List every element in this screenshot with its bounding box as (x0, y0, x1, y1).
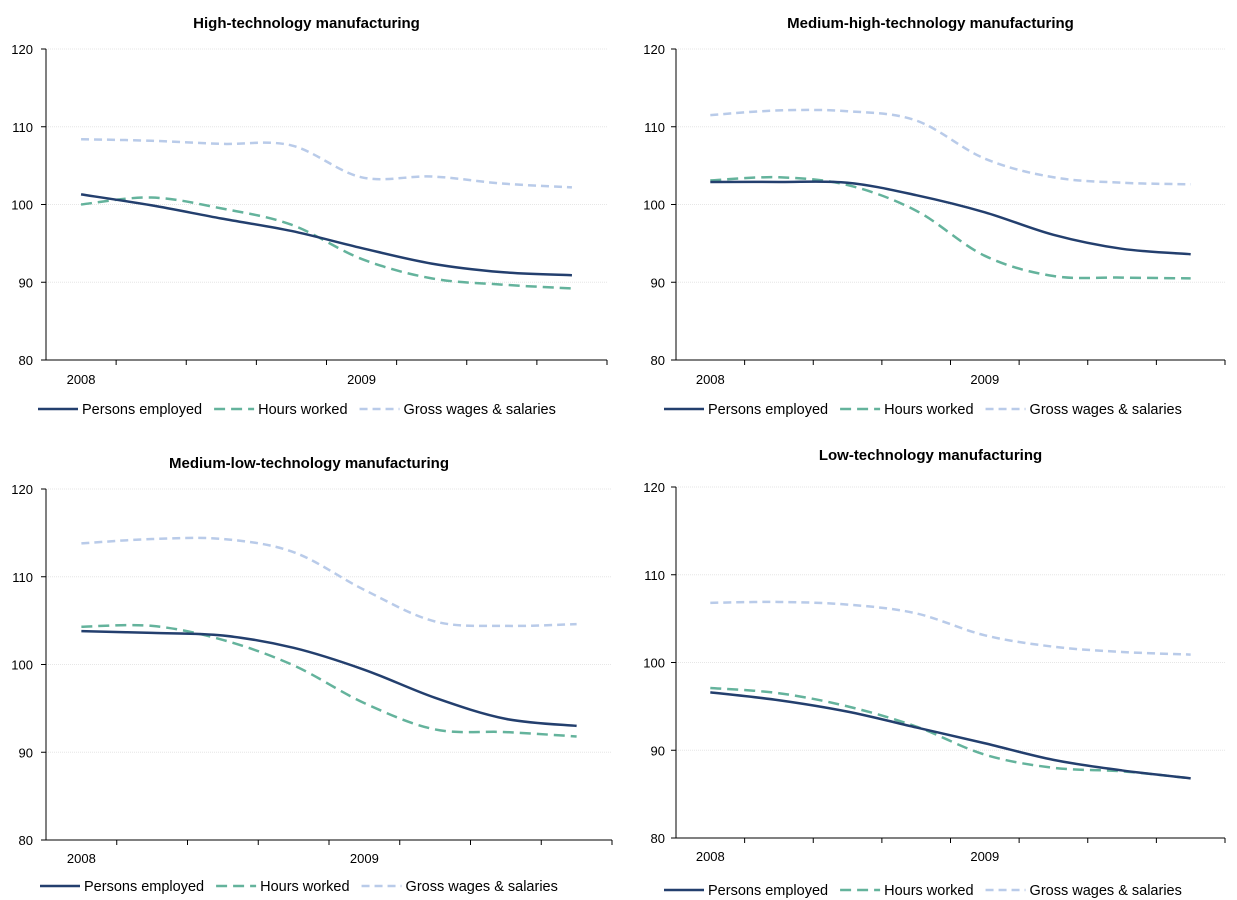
x-tick-label: 2008 (696, 849, 725, 864)
y-tick-label: 90 (19, 275, 33, 290)
legend-label-hours-worked: Hours worked (258, 402, 347, 418)
y-tick-label: 90 (651, 275, 665, 290)
x-tick-label: 2008 (696, 372, 725, 387)
legend-label-gross-wages: Gross wages & salaries (1030, 402, 1182, 418)
x-tick-label: 2008 (67, 372, 96, 387)
series-line-persons-employed (710, 691, 1191, 780)
y-tick-label: 80 (651, 353, 665, 368)
legend-label-persons-employed: Persons employed (708, 883, 828, 899)
y-tick-label: 100 (643, 198, 665, 213)
legend: Persons employed Hours worked Gross wages … (664, 402, 1182, 418)
y-tick-label: 90 (19, 745, 33, 760)
legend-label-gross-wages: Gross wages & salaries (1030, 883, 1182, 899)
legend-label-persons-employed: Persons employed (708, 402, 828, 418)
y-tick-label: 110 (644, 568, 665, 583)
line-chart: Low-technology manufacturing 80 90 100 110 12… (643, 447, 1226, 899)
chart-title: Medium-low-technology manufacturing (169, 455, 449, 472)
y-tick-label: 110 (644, 120, 665, 135)
legend-label-gross-wages: Gross wages & salaries (406, 879, 558, 895)
legend-label-hours-worked: Hours worked (884, 402, 973, 418)
series-line-gross-wages (710, 108, 1191, 186)
legend: Persons employed Hours worked Gross wages … (664, 883, 1182, 899)
chart-title: Medium-high-technology manufacturing (787, 15, 1074, 32)
chart-panel-low-tech: Low-technology manufacturing 80 90 100 110 12… (618, 440, 1237, 900)
y-tick-label: 100 (11, 198, 33, 213)
series-line-persons-employed (80, 193, 572, 277)
x-tick-label: 2008 (67, 851, 96, 866)
chart-title: Low-technology manufacturing (819, 447, 1042, 464)
y-tick-label: 80 (19, 833, 33, 848)
legend-label-gross-wages: Gross wages & salaries (404, 402, 556, 418)
series-line-hours-worked (710, 175, 1191, 280)
chart-panel-medium-low-tech: Medium-low-technology manufacturing 80 90 1… (0, 440, 618, 900)
line-chart: Medium-low-technology manufacturing 80 90 1… (11, 455, 613, 895)
y-tick-label: 110 (12, 120, 33, 135)
legend-label-hours-worked: Hours worked (884, 883, 973, 899)
y-tick-label: 90 (651, 743, 665, 758)
y-tick-label: 80 (651, 831, 665, 846)
y-tick-label: 120 (11, 482, 33, 497)
series-line-hours-worked (81, 623, 577, 738)
line-chart: Medium-high-technology manufacturing 80 90… (643, 15, 1226, 418)
series-line-hours-worked (80, 196, 573, 290)
y-tick-label: 110 (12, 570, 33, 585)
y-tick-label: 120 (11, 42, 33, 57)
y-tick-label: 120 (643, 42, 665, 57)
chart-panel-medium-high-tech: Medium-high-technology manufacturing 80 90… (618, 0, 1237, 440)
y-tick-label: 120 (643, 480, 665, 495)
series-line-persons-employed (710, 180, 1191, 256)
series-line-hours-worked (710, 686, 1191, 780)
series-line-gross-wages (81, 536, 577, 628)
legend: Persons employed Hours worked Gross wages … (40, 879, 558, 895)
series-line-persons-employed (81, 629, 577, 728)
legend-label-persons-employed: Persons employed (82, 402, 202, 418)
chart-panel-high-tech: High-technology manufacturing 80 90 100 110 1… (0, 0, 618, 440)
x-tick-label: 2009 (970, 372, 999, 387)
x-tick-label: 2009 (350, 851, 379, 866)
y-tick-label: 100 (11, 658, 33, 673)
line-chart: High-technology manufacturing 80 90 100 110 1… (11, 15, 608, 418)
y-tick-label: 80 (19, 353, 33, 368)
legend: Persons employed Hours worked Gross wages … (38, 402, 556, 418)
x-tick-label: 2009 (347, 372, 376, 387)
x-tick-label: 2009 (970, 849, 999, 864)
chart-title: High-technology manufacturing (193, 15, 420, 32)
legend-label-hours-worked: Hours worked (260, 879, 349, 895)
series-line-gross-wages (710, 600, 1191, 656)
series-line-gross-wages (81, 137, 573, 189)
y-tick-label: 100 (643, 656, 665, 671)
legend-label-persons-employed: Persons employed (84, 879, 204, 895)
